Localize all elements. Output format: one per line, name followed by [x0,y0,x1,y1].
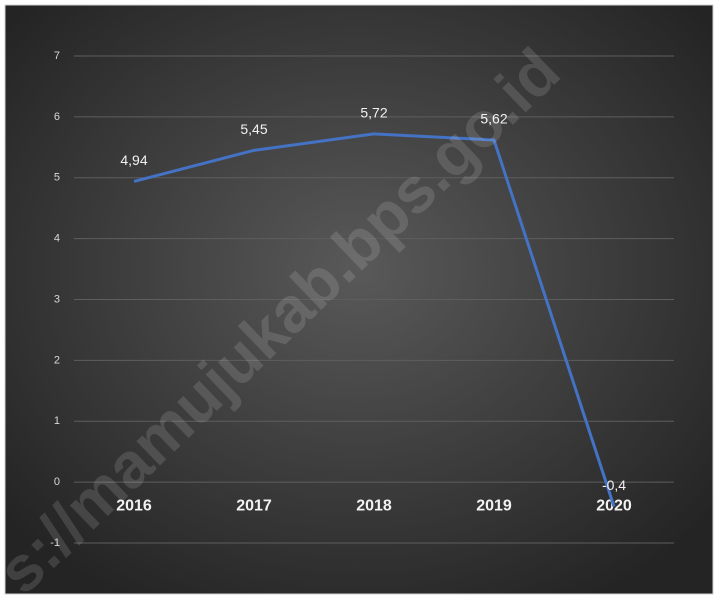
y-tick-label: 2 [54,354,60,366]
data-label: 5,72 [360,105,387,121]
y-tick-label: 4 [54,233,60,245]
y-tick-label: 7 [54,50,60,62]
y-tick-label: 5 [54,172,60,184]
y-tick-label: 3 [54,293,60,305]
data-label: -0,4 [602,477,626,493]
x-tick-label: 2019 [476,497,512,514]
data-label: 4,94 [120,152,147,168]
y-tick-label: 6 [54,111,60,123]
y-tick-label: 1 [54,415,60,427]
x-tick-label: 2018 [356,497,392,514]
data-label: 5,45 [240,121,267,137]
x-tick-label: 2016 [116,497,152,514]
x-tick-label: 2017 [236,497,272,514]
data-line [133,132,616,507]
y-tick-label: -1 [50,537,60,549]
data-label: 5,62 [480,111,507,127]
y-tick-label: 0 [54,476,60,488]
